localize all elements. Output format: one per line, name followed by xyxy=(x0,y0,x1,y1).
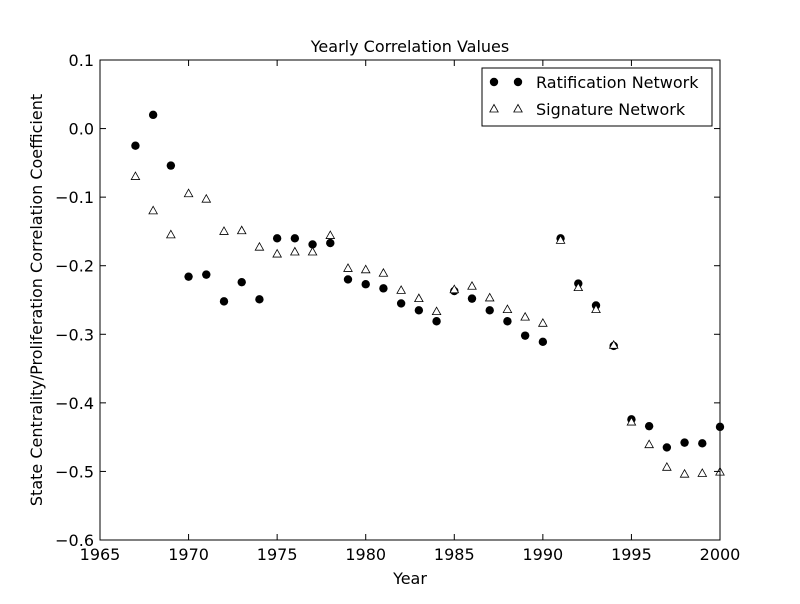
ratification-point xyxy=(308,240,317,249)
legend: Ratification Network Signature Network xyxy=(481,67,713,127)
ratification-point xyxy=(148,110,158,120)
ratification-point xyxy=(255,295,264,304)
plot-frame xyxy=(99,59,721,541)
x-tick-label: 1975 xyxy=(257,545,298,564)
ratification-point xyxy=(520,331,530,340)
x-tick-label: 1980 xyxy=(345,545,386,564)
legend-box xyxy=(481,67,713,127)
ratification-point xyxy=(396,299,406,308)
ratification-point xyxy=(485,306,494,315)
signature-point xyxy=(236,225,247,235)
signature-point xyxy=(343,263,353,272)
axis-ticks: 1965 1970 1975 1980 1985 1990 1995 2000 0.1 0.0 −0… xyxy=(55,51,740,564)
signature-point xyxy=(502,304,513,314)
y-tick-label: 0.0 xyxy=(69,120,94,139)
ratification-point xyxy=(467,294,477,303)
signature-point xyxy=(626,416,637,426)
ratification-point xyxy=(219,297,229,306)
ratification-point xyxy=(662,443,672,452)
ratification-point xyxy=(644,421,654,431)
signature-point xyxy=(537,317,548,327)
ratification-point xyxy=(131,141,140,150)
signature-point xyxy=(697,468,708,477)
legend-marker-ratification xyxy=(513,77,523,87)
x-tick-label: 1990 xyxy=(522,545,563,564)
ratification-point xyxy=(414,306,424,315)
signature-point xyxy=(219,226,229,235)
legend-marker-signature xyxy=(513,103,523,113)
y-tick-label: −0.2 xyxy=(55,257,94,276)
signature-point xyxy=(644,439,655,449)
signature-point xyxy=(591,304,601,314)
y-tick-label: −0.6 xyxy=(55,531,94,550)
ratification-point xyxy=(343,275,353,284)
ratification-point xyxy=(166,161,176,170)
signature-point xyxy=(573,282,584,292)
x-tick-label: 2000 xyxy=(700,545,741,564)
y-tick-label: −0.5 xyxy=(55,462,94,481)
ratification-point xyxy=(379,284,388,293)
signature-point xyxy=(254,241,265,251)
ratification-point xyxy=(184,272,193,281)
signature-point xyxy=(148,205,159,215)
ratification-point xyxy=(272,234,282,243)
x-tick-label: 1985 xyxy=(434,545,475,564)
signature-point xyxy=(484,292,495,302)
signature-point xyxy=(661,461,672,471)
ratification-point xyxy=(698,439,707,448)
signature-point xyxy=(289,246,300,256)
x-axis-label: Year xyxy=(392,569,427,588)
ratification-point xyxy=(432,317,441,326)
signature-point xyxy=(608,339,619,349)
y-tick-label: −0.3 xyxy=(55,325,94,344)
ratification-point xyxy=(326,238,335,248)
signature-point xyxy=(183,188,194,198)
signature-point xyxy=(360,264,371,274)
signature-point xyxy=(431,306,442,316)
chart-title: Yearly Correlation Values xyxy=(310,37,509,56)
signature-point xyxy=(201,193,212,203)
ratification-point xyxy=(503,317,512,326)
signature-point xyxy=(396,285,407,294)
signature-point xyxy=(449,284,460,294)
ratification-point xyxy=(202,270,211,279)
x-tick-label: 1965 xyxy=(80,545,121,564)
x-tick-label: 1995 xyxy=(611,545,652,564)
signature-point xyxy=(378,267,389,277)
ratification-point xyxy=(538,337,548,347)
legend-label-signature: Signature Network xyxy=(536,100,686,119)
signature-point xyxy=(325,230,336,239)
signature-point xyxy=(307,246,318,256)
ratification-point xyxy=(680,438,689,447)
y-tick-label: −0.1 xyxy=(55,188,94,207)
ratification-point xyxy=(361,280,370,289)
signature-point xyxy=(679,468,690,478)
legend-label-ratification: Ratification Network xyxy=(536,73,699,92)
ratification-point xyxy=(237,277,246,287)
x-tick-label: 1970 xyxy=(168,545,209,564)
y-tick-label: 0.1 xyxy=(69,51,94,70)
signature-point xyxy=(413,293,424,303)
signature-point xyxy=(272,248,283,258)
signature-point xyxy=(555,235,566,244)
ratification-point xyxy=(290,234,300,243)
y-axis-label: State Centrality/Proliferation Correlati… xyxy=(27,94,46,506)
signature-point xyxy=(130,171,141,180)
y-tick-label: −0.4 xyxy=(55,394,94,413)
signature-point xyxy=(520,311,531,321)
legend-marker-ratification xyxy=(489,77,499,87)
legend-marker-signature xyxy=(489,103,499,113)
data-marks xyxy=(130,110,725,478)
signature-point xyxy=(467,280,477,290)
signature-point xyxy=(165,229,176,239)
